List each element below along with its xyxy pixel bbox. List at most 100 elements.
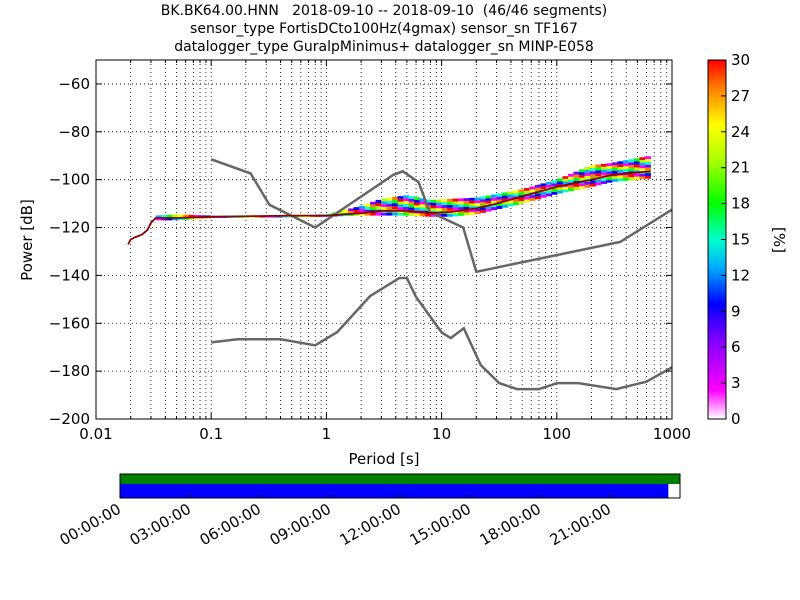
y-tick-label: −140 [49, 266, 90, 284]
high-noise-model-line [210, 158, 672, 274]
psd-cell [529, 189, 536, 193]
low-noise-model-line [211, 276, 672, 391]
psd-cell [606, 168, 613, 172]
psd-cell [639, 173, 646, 177]
psd-cell [430, 213, 437, 217]
psd-cell [595, 164, 602, 168]
psd-cell [491, 207, 498, 211]
psd-cell [639, 159, 646, 163]
y-tick-label: −200 [49, 410, 90, 428]
psd-cell [518, 189, 525, 193]
psd-cell [375, 212, 382, 216]
psd-cell [496, 202, 503, 206]
psd-cell [188, 214, 195, 218]
psd-cell [578, 172, 585, 175]
psd-cell [600, 163, 607, 167]
psd-cell [474, 208, 481, 212]
psd-cell [529, 197, 536, 201]
psd-cell [375, 199, 382, 204]
psd-cell [469, 200, 476, 204]
psd-cell [414, 205, 421, 209]
psd-cell [458, 198, 465, 202]
psd-cell [452, 198, 459, 202]
psd-cell [172, 214, 179, 218]
psd-cell [452, 207, 459, 211]
psd-cell [480, 210, 487, 213]
psd-cell [595, 173, 602, 177]
psd-cell [589, 171, 596, 175]
psd-cell [397, 212, 404, 216]
psd-cell [507, 194, 514, 198]
psd-cell [518, 200, 525, 204]
psd-cell [403, 198, 410, 202]
psd-cell [507, 191, 514, 195]
psd-cell [353, 209, 360, 213]
psd-cell [397, 196, 404, 199]
psd-cell [578, 186, 585, 189]
psd-cell [513, 199, 520, 203]
psd-cell [573, 177, 580, 181]
psd-cell [436, 202, 443, 206]
coverage-bar: 00:00:00 03:00:00 06:00:00 09:00:00 12:00:00… [57, 473, 681, 549]
psd-cell [463, 198, 470, 201]
psd-cell [622, 169, 629, 172]
psd-cell [403, 204, 410, 207]
psd-cell [155, 217, 162, 221]
psd-cell [469, 206, 476, 210]
psd-cell [381, 198, 388, 202]
psd-cell [370, 212, 377, 216]
colorbar-tick-label: 9 [731, 302, 741, 320]
psd-cell [474, 203, 481, 206]
psd-cell [386, 200, 393, 204]
psd-cell [485, 195, 492, 199]
psd-cell [644, 159, 651, 162]
psd-cell [414, 208, 421, 211]
psd-cell [622, 160, 629, 164]
colorbar-tick-label: 3 [731, 374, 741, 392]
psd-coverage-segment [120, 484, 669, 498]
psd-cell [633, 161, 640, 165]
psd-cell [600, 181, 607, 184]
psd-cell [430, 208, 437, 212]
psd-cell [408, 207, 415, 211]
psd-cell [513, 202, 520, 206]
psd-cell [397, 207, 404, 211]
psd-cell [271, 216, 278, 218]
coverage-tick-label: 03:00:00 [127, 500, 194, 549]
psd-cell [463, 212, 470, 216]
psd-cell [628, 174, 635, 178]
plot-grid [95, 60, 672, 420]
psd-cell [474, 197, 481, 201]
psd-cell [183, 214, 190, 218]
psd-cell [254, 216, 261, 218]
psd-cell [535, 184, 542, 188]
psd-cell [348, 210, 355, 214]
psd-cell [617, 167, 624, 170]
psd-cell [622, 166, 629, 170]
psd-cell [546, 184, 553, 188]
x-tick-label: 0.1 [199, 425, 223, 443]
psd-cell [342, 209, 349, 213]
coverage-tick-label: 00:00:00 [57, 500, 124, 549]
psd-cell [447, 204, 454, 208]
psd-cell [375, 203, 382, 207]
psd-cell [381, 201, 388, 205]
colorbar-tick-label: 6 [731, 338, 741, 356]
psd-cell [551, 180, 558, 184]
psd-cell [628, 165, 635, 169]
psd-cell [557, 190, 563, 194]
data-coverage-segment [120, 474, 680, 484]
psd-cell [496, 193, 503, 197]
psd-cell [529, 195, 536, 198]
psd-cell [573, 186, 580, 191]
noise-models [210, 158, 672, 391]
psd-cell [617, 175, 624, 179]
psd-cell [370, 201, 377, 205]
psd-cell [595, 182, 602, 186]
psd-cell [644, 173, 651, 176]
psd-cell [584, 167, 591, 171]
psd-cell [480, 196, 487, 200]
psd-cell [364, 206, 371, 210]
psd-cell [524, 190, 531, 194]
